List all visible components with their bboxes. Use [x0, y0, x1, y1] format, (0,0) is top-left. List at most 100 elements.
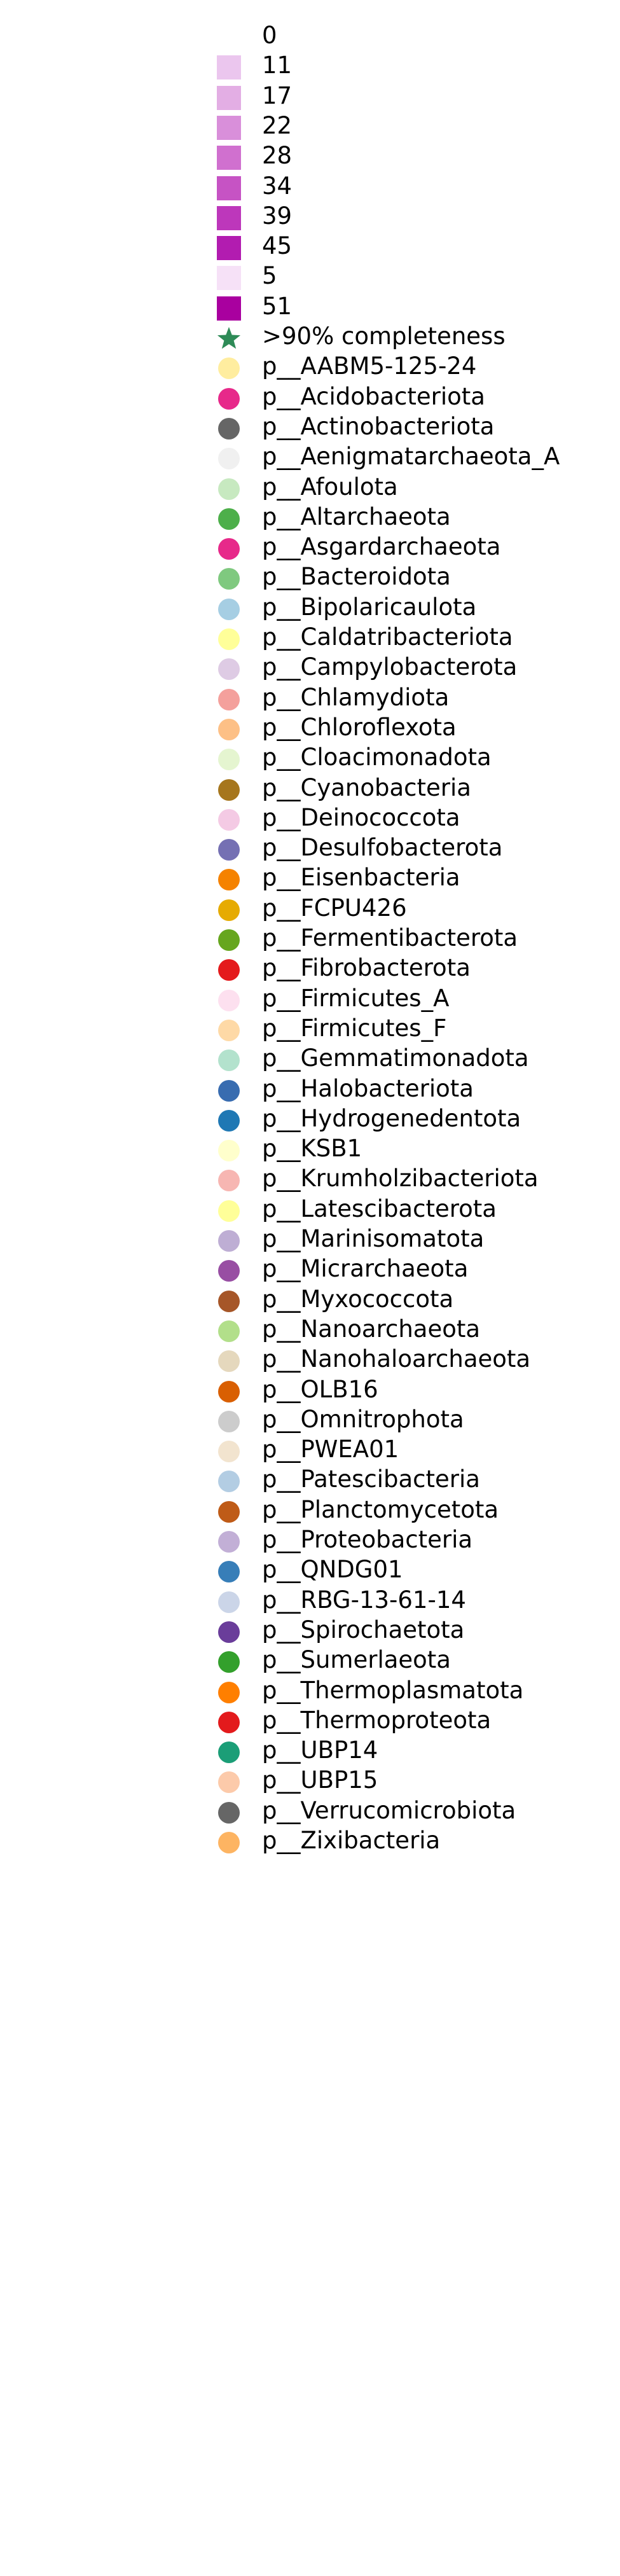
legend-item-p-patescibacteria: p__Patescibacteria [0, 1463, 620, 1493]
legend-label: p__Campylobacterota [262, 653, 518, 681]
circle-marker-icon [218, 1681, 240, 1703]
legend-label: p__Planctomycetota [262, 1495, 499, 1523]
legend-label: p__Deinococcota [262, 803, 460, 831]
legend-item-p-chlamydiota: p__Chlamydiota [0, 681, 620, 711]
legend-item-28: 28 [0, 139, 620, 170]
legend-label: 39 [262, 202, 293, 230]
circle-marker-icon [218, 718, 240, 740]
legend-label: p__Proteobacteria [262, 1526, 473, 1553]
circle-marker-icon [218, 448, 240, 470]
circle-marker-icon [218, 808, 240, 831]
circle-marker-icon [218, 628, 240, 650]
legend-item-p-qndg01: p__QNDG01 [0, 1553, 620, 1583]
legend-item-5: 5 [0, 260, 620, 291]
circle-marker-icon [218, 779, 240, 801]
legend-label: p__Desulfobacterota [262, 834, 503, 862]
legend-item-p-acidobacteriota: p__Acidobacteriota [0, 380, 620, 410]
circle-marker-icon [218, 1230, 240, 1252]
legend-item-p-firmicutes-f: p__Firmicutes_F [0, 1012, 620, 1042]
circle-marker-icon [218, 1711, 240, 1733]
square-marker-icon [217, 115, 241, 140]
legend-item-17: 17 [0, 80, 620, 110]
legend-label: p__Bipolaricaulota [262, 593, 477, 621]
legend-label: p__Firmicutes_A [262, 984, 450, 1012]
legend-item-p-fcpu426: p__FCPU426 [0, 892, 620, 922]
square-marker-icon [217, 85, 241, 110]
star-marker-icon [217, 327, 241, 349]
legend-label: p__Asgardarchaeota [262, 533, 501, 561]
legend-item-p-pwea01: p__PWEA01 [0, 1433, 620, 1463]
legend-label: p__Thermoplasmatota [262, 1676, 524, 1704]
circle-marker-icon [218, 899, 240, 921]
legend-item-p-nanohaloarchaeota: p__Nanohaloarchaeota [0, 1343, 620, 1373]
circle-marker-icon [218, 598, 240, 620]
legend-label: p__Halobacteriota [262, 1074, 474, 1102]
legend-item-22: 22 [0, 109, 620, 140]
legend-label: p__Zixibacteria [262, 1827, 441, 1854]
legend-item-p-bipolaricaulota: p__Bipolaricaulota [0, 591, 620, 621]
legend-item-p-hydrogenedentota: p__Hydrogenedentota [0, 1102, 620, 1132]
circle-marker-icon [218, 568, 240, 590]
legend-item-p-olb16: p__OLB16 [0, 1373, 620, 1403]
legend-item-p-desulfobacterota: p__Desulfobacterota [0, 831, 620, 861]
legend-item-51: 51 [0, 290, 620, 321]
circle-marker-icon [218, 1170, 240, 1192]
legend-label: p__OLB16 [262, 1375, 378, 1403]
legend-item-p-afoulota: p__Afoulota [0, 471, 620, 501]
circle-marker-icon [218, 508, 240, 530]
legend-item-p-bacteroidota: p__Bacteroidota [0, 560, 620, 590]
legend-item-p-deinococcota: p__Deinococcota [0, 801, 620, 831]
legend-item-p-verrucomicrobiota: p__Verrucomicrobiota [0, 1794, 620, 1824]
circle-marker-icon [218, 1260, 240, 1282]
circle-marker-icon [218, 1531, 240, 1553]
circle-marker-icon [218, 688, 240, 710]
legend-label: p__Actinobacteriota [262, 412, 495, 440]
legend-label: 51 [262, 292, 293, 320]
legend-label: p__Fibrobacterota [262, 954, 471, 982]
legend-item-p-campylobacterota: p__Campylobacterota [0, 651, 620, 681]
circle-marker-icon [218, 1410, 240, 1432]
legend-label: p__Fermentibacterota [262, 924, 518, 952]
circle-marker-icon [218, 929, 240, 951]
legend-label: p__Patescibacteria [262, 1465, 480, 1493]
legend-label: p__RBG-13-61-14 [262, 1586, 466, 1614]
legend-label: p__Altarchaeota [262, 502, 451, 530]
square-marker-icon [217, 205, 241, 230]
legend-label: p__Eisenbacteria [262, 864, 460, 892]
square-marker-icon [217, 146, 241, 170]
legend-item-p-marinisomatota: p__Marinisomatota [0, 1222, 620, 1252]
circle-marker-icon [218, 658, 240, 681]
circle-marker-icon [218, 1290, 240, 1312]
legend-item-p-chloroflexota: p__Chloroflexota [0, 711, 620, 741]
legend-item-p-proteobacteria: p__Proteobacteria [0, 1523, 620, 1553]
circle-marker-icon [218, 959, 240, 981]
legend-label: 28 [262, 142, 293, 170]
legend-label: 22 [262, 111, 293, 139]
legend-item-p-altarchaeota: p__Altarchaeota [0, 501, 620, 530]
circle-marker-icon [218, 417, 240, 440]
legend-label: p__Verrucomicrobiota [262, 1796, 516, 1824]
square-marker-icon [217, 236, 241, 261]
legend-item-p-gemmatimonadota: p__Gemmatimonadota [0, 1042, 620, 1072]
circle-marker-icon [218, 1651, 240, 1673]
legend-item-p-planctomycetota: p__Planctomycetota [0, 1493, 620, 1523]
circle-marker-icon [218, 1771, 240, 1794]
legend-label: p__Cloacimonadota [262, 744, 492, 772]
legend-label: 45 [262, 232, 293, 260]
legend-label: 17 [262, 81, 293, 109]
legend-label: 5 [262, 262, 277, 290]
circle-marker-icon [218, 839, 240, 861]
legend-label: p__KSB1 [262, 1135, 362, 1163]
legend-item-0: 0 [0, 19, 620, 50]
legend-label: p__Myxococcota [262, 1285, 454, 1313]
circle-marker-icon [218, 869, 240, 891]
legend-label: p__Chloroflexota [262, 713, 457, 741]
legend-label: p__Afoulota [262, 473, 398, 501]
legend-label: p__AABM5-125-24 [262, 352, 477, 380]
legend-item-p-cyanobacteria: p__Cyanobacteria [0, 772, 620, 801]
legend-label: 0 [262, 22, 277, 49]
legend-label: p__Spirochaetota [262, 1616, 465, 1644]
legend-item-p-zixibacteria: p__Zixibacteria [0, 1824, 620, 1854]
circle-marker-icon [218, 478, 240, 500]
